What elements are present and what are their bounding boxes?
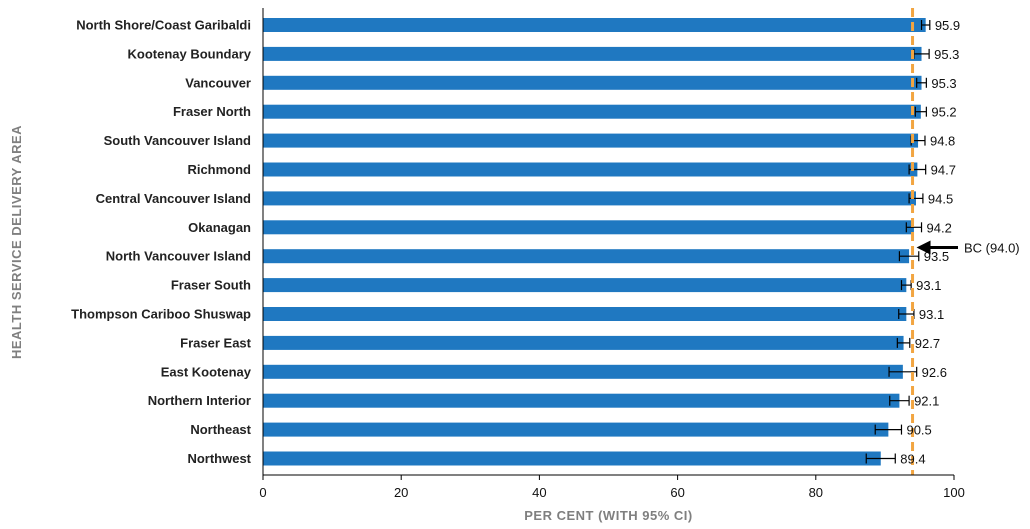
data-label: 95.9 (935, 18, 960, 33)
data-label: 92.7 (915, 336, 940, 351)
category-label: Northwest (187, 451, 251, 466)
error-bar (865, 453, 896, 464)
error-bar (905, 222, 923, 233)
error-bars-layer (865, 20, 931, 464)
bar (263, 162, 918, 177)
data-label: 95.3 (931, 76, 956, 91)
x-tick-label: 0 (259, 485, 266, 500)
data-label: 95.2 (931, 105, 956, 120)
category-labels: North Shore/Coast Garibaldi Kootenay Boun… (71, 18, 252, 467)
bar (263, 278, 907, 293)
error-bar (888, 366, 918, 377)
x-axis-title: PER CENT (WITH 95% CI) (524, 508, 692, 523)
bar (263, 249, 910, 264)
bc-arrow-head-icon (916, 240, 931, 255)
data-label: 94.7 (931, 163, 956, 178)
category-label: North Shore/Coast Garibaldi (76, 18, 251, 33)
category-label: Fraser East (180, 335, 251, 350)
bar (263, 422, 889, 437)
category-label: Kootenay Boundary (127, 46, 251, 61)
data-label: 93.1 (919, 307, 944, 322)
category-label: South Vancouver Island (104, 133, 251, 148)
data-label: 95.3 (934, 47, 959, 62)
category-label: Fraser South (171, 278, 251, 293)
bar (263, 191, 916, 206)
data-label: 94.8 (930, 134, 955, 149)
x-tick-label: 100 (943, 485, 965, 500)
bar (263, 307, 907, 321)
bc-reference-annotation: BC (94.0) (916, 240, 1020, 256)
category-label: Central Vancouver Island (96, 191, 251, 206)
category-label: Fraser North (173, 104, 251, 119)
x-tick-label: 60 (670, 485, 684, 500)
bc-reference-label: BC (94.0) (964, 241, 1020, 256)
x-tick-label: 20 (394, 485, 408, 500)
error-bar (898, 251, 920, 262)
bar (263, 393, 900, 408)
data-label: 94.2 (927, 220, 952, 235)
category-label: North Vancouver Island (106, 249, 251, 264)
bar (263, 18, 926, 32)
category-label: Northeast (190, 422, 251, 437)
category-label: Okanagan (188, 220, 251, 235)
y-axis-title: HEALTH SERVICE DELIVERY AREA (9, 125, 24, 359)
data-label: 92.6 (922, 365, 947, 380)
value-labels: 95.995.395.395.294.894.794.594.293.593.1… (900, 18, 960, 467)
bar (263, 75, 922, 90)
bar (263, 46, 922, 61)
bar (263, 133, 919, 148)
error-bar (914, 106, 927, 117)
error-bar (874, 424, 903, 435)
category-label: Vancouver (185, 75, 251, 90)
error-bar (889, 395, 910, 406)
bar (263, 335, 904, 350)
category-label: East Kootenay (161, 364, 252, 379)
data-label: 94.5 (928, 191, 953, 206)
data-label: 90.5 (906, 423, 931, 438)
category-label: Northern Interior (148, 393, 251, 408)
data-label: 92.1 (914, 394, 939, 409)
bars-layer (263, 18, 926, 466)
bar (263, 364, 903, 379)
x-tick-label: 40 (532, 485, 546, 500)
error-bar (896, 337, 911, 348)
bar (263, 451, 881, 466)
data-label: 89.4 (900, 452, 925, 467)
category-label: Thompson Cariboo Shuswap (71, 307, 251, 322)
error-bar (916, 77, 927, 88)
error-bar (920, 20, 931, 30)
data-label: 93.1 (916, 278, 941, 293)
bar (263, 104, 921, 119)
x-axis: 0 20 40 60 80 100 (259, 8, 965, 500)
x-tick-label: 80 (809, 485, 823, 500)
bar (263, 220, 914, 235)
category-label: Richmond (187, 162, 251, 177)
